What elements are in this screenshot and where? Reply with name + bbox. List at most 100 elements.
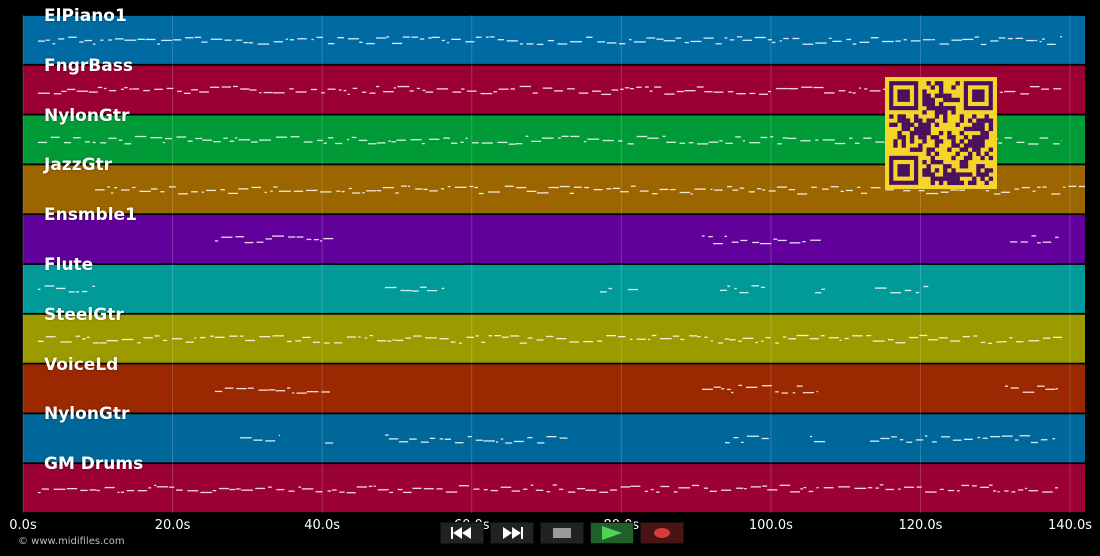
stop-button[interactable]: [540, 522, 584, 544]
midi-note: [187, 140, 193, 142]
midi-note: [526, 190, 537, 193]
midi-note: [670, 188, 674, 191]
midi-note: [815, 42, 827, 44]
midi-note: [488, 335, 492, 337]
midi-note: [854, 487, 867, 490]
midi-note: [821, 288, 825, 290]
midi-note: [327, 88, 336, 90]
midi-note: [691, 484, 700, 487]
midi-note: [828, 37, 832, 39]
midi-note: [60, 341, 72, 343]
track-lane[interactable]: [23, 215, 1085, 264]
rewind-button[interactable]: [440, 522, 484, 544]
midi-note: [644, 490, 648, 493]
midi-note: [620, 191, 629, 193]
track-lane[interactable]: [23, 414, 1085, 463]
midi-note: [409, 90, 414, 92]
midi-note: [1018, 489, 1024, 491]
track-label: Flute: [44, 255, 94, 275]
midi-note: [648, 338, 651, 341]
midi-note: [725, 442, 730, 444]
midi-note: [446, 42, 450, 44]
midi-note: [870, 440, 880, 442]
midi-note: [97, 86, 103, 89]
midi-note: [212, 489, 217, 492]
midi-note: [272, 335, 284, 337]
midi-note: [1052, 438, 1055, 440]
midi-note: [925, 491, 937, 493]
midi-note: [816, 390, 818, 393]
midi-note: [620, 88, 624, 90]
midi-note: [740, 441, 744, 444]
midi-note: [583, 340, 594, 343]
midi-note: [895, 342, 906, 344]
midi-note: [488, 191, 501, 193]
midi-note: [962, 38, 974, 41]
midi-note: [820, 335, 825, 337]
midi-note: [410, 139, 422, 141]
midi-note: [947, 489, 955, 492]
midi-note: [362, 192, 365, 194]
midi-note: [1053, 88, 1062, 90]
midi-note: [606, 335, 616, 337]
midi-note: [348, 187, 352, 190]
midi-note: [1042, 186, 1047, 188]
fast-forward-button[interactable]: [490, 522, 534, 544]
midi-note: [444, 438, 451, 440]
track-lane[interactable]: [23, 314, 1085, 363]
midi-note: [839, 339, 842, 341]
midi-note: [776, 186, 787, 188]
midi-note: [939, 43, 950, 45]
midi-note: [454, 186, 467, 188]
midi-note: [630, 88, 634, 90]
midi-note: [751, 285, 760, 287]
midi-note: [238, 139, 251, 141]
midi-note: [636, 135, 648, 138]
midi-note: [229, 140, 235, 142]
midi-note: [1045, 388, 1056, 390]
midi-note: [173, 39, 182, 41]
midi-note: [368, 143, 377, 145]
play-button[interactable]: [590, 522, 634, 544]
midi-note: [376, 340, 386, 342]
midi-note: [570, 41, 582, 43]
midi-note: [387, 340, 392, 342]
midi-note: [373, 485, 376, 487]
midi-note: [295, 91, 307, 93]
track-lane[interactable]: [23, 15, 1085, 64]
midi-note: [578, 92, 589, 94]
record-button[interactable]: [640, 522, 684, 544]
midi-note: [500, 438, 504, 440]
midi-note: [347, 93, 350, 95]
midi-note: [738, 340, 742, 342]
qr-code[interactable]: [885, 77, 997, 189]
midi-note: [647, 137, 659, 139]
track-lane[interactable]: [23, 464, 1085, 513]
track-lane[interactable]: [23, 364, 1085, 413]
midi-note: [92, 285, 95, 287]
midi-note: [500, 486, 512, 488]
track-lane[interactable]: [23, 264, 1085, 313]
midi-note: [702, 235, 705, 237]
midi-note: [630, 185, 636, 187]
midi-note: [656, 38, 664, 40]
midi-note: [869, 90, 881, 92]
midi-note: [618, 43, 626, 45]
midi-note: [229, 488, 236, 491]
midi-note: [1019, 435, 1031, 437]
midi-note: [542, 87, 553, 89]
midi-note: [107, 186, 110, 188]
midi-note: [834, 142, 846, 145]
midi-note: [796, 334, 809, 337]
midi-note: [792, 37, 800, 40]
midi-note: [1001, 191, 1011, 193]
midi-note: [451, 38, 461, 41]
midi-note: [854, 142, 860, 144]
midi-note: [739, 291, 749, 294]
midi-note: [990, 40, 999, 42]
midi-note: [742, 140, 746, 142]
midi-note: [239, 335, 244, 337]
midi-note: [739, 187, 745, 189]
midi-note: [880, 437, 890, 440]
midi-note: [561, 135, 569, 137]
